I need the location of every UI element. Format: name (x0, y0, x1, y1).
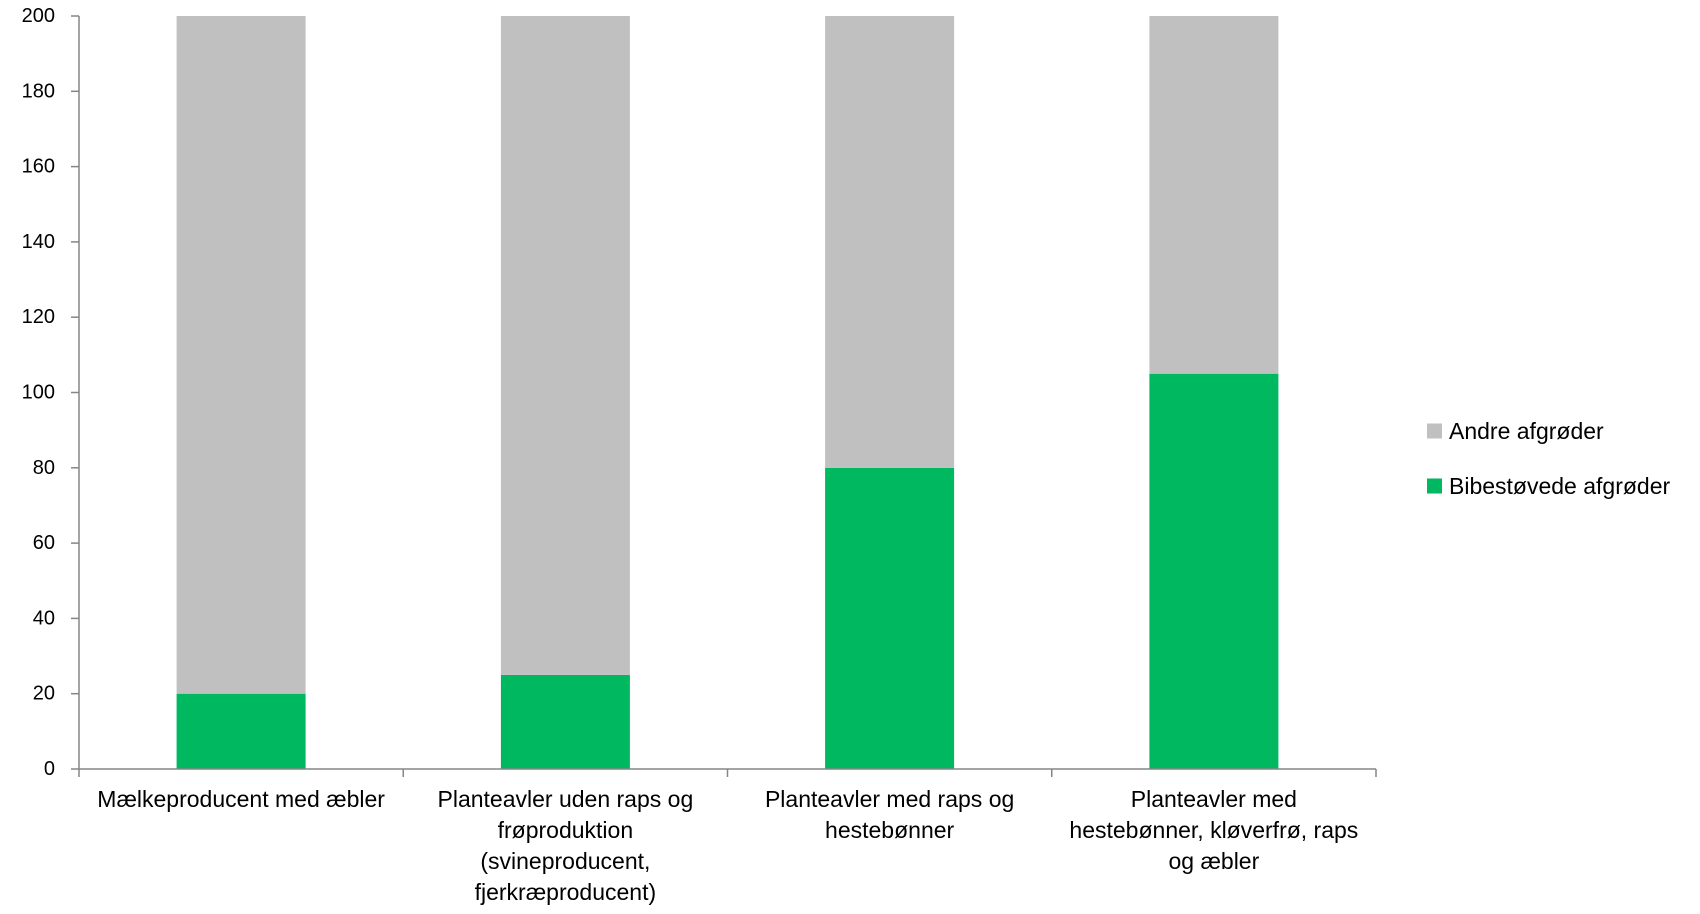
bar-andre-afgr-der-4 (1149, 16, 1279, 374)
x-category-label-2: Planteavler uden raps og frøproduktion (sv… (438, 786, 694, 905)
bar-bibest-vede-afgr-der-1 (176, 693, 306, 769)
bar-andre-afgr-der-2 (500, 16, 630, 675)
x-category-labels: Mælkeproducent med æbler Planteavler uden… (97, 786, 1358, 905)
y-tick-label-180: 180 (22, 80, 55, 102)
y-tick-labels: 0 20 40 60 80 100 120 140 160 180 200 (22, 5, 55, 780)
x-category-label-4: Planteavler med hestebønner, kløverfrø, r… (1069, 786, 1358, 874)
legend-item-andre-afgr-der: Andre afgrøder (1427, 418, 1604, 444)
x-category-label-3: Planteavler med raps og hestebønner (765, 786, 1014, 843)
axes-layer (71, 15, 1377, 777)
legend-label-bibest-vede-afgr-der: Bibestøvede afgrøder (1449, 473, 1671, 499)
y-tick-label-40: 40 (33, 607, 55, 629)
y-tick-label-120: 120 (22, 306, 55, 328)
bar-bibest-vede-afgr-der-4 (1149, 373, 1279, 769)
y-tick-label-0: 0 (44, 758, 55, 780)
bars-layer (176, 16, 1279, 769)
bar-bibest-vede-afgr-der-3 (825, 467, 955, 769)
x-category-label-1: Mælkeproducent med æbler (97, 786, 385, 812)
y-tick-label-20: 20 (33, 683, 55, 705)
legend: Andre afgrøder Bibestøvede afgrøder (1427, 418, 1671, 499)
bar-andre-afgr-der-1 (176, 16, 306, 694)
legend-swatch-bibest-vede-afgr-der (1427, 478, 1442, 494)
y-tick-label-160: 160 (22, 156, 55, 178)
y-tick-label-60: 60 (33, 532, 55, 554)
y-tick-label-100: 100 (22, 382, 55, 404)
y-tick-label-140: 140 (22, 231, 55, 253)
y-tick-label-80: 80 (33, 457, 55, 479)
bar-andre-afgr-der-3 (825, 16, 955, 468)
legend-swatch-andre-afgr-der (1427, 423, 1442, 439)
y-tick-label-200: 200 (22, 5, 55, 27)
bar-bibest-vede-afgr-der-2 (500, 674, 630, 769)
legend-item-bibest-vede-afgr-der: Bibestøvede afgrøder (1427, 473, 1671, 499)
legend-label-andre-afgr-der: Andre afgrøder (1449, 418, 1604, 444)
